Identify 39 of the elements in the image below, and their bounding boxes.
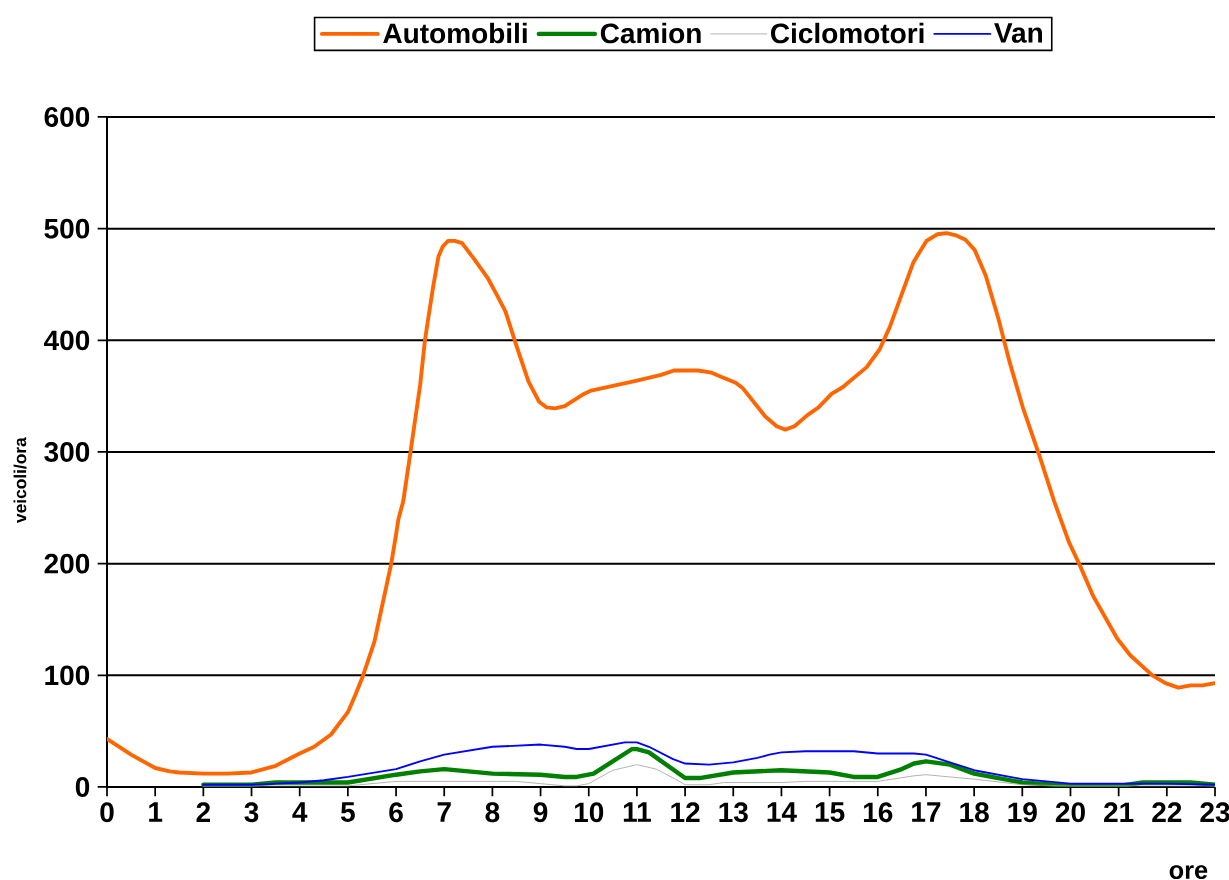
x-tick-label: 18 xyxy=(960,802,989,823)
x-tick-label: 2 xyxy=(196,802,211,822)
x-tick-label: 19 xyxy=(1008,802,1037,823)
y-tick-label: 0 xyxy=(75,777,90,797)
y-tick-label: 400 xyxy=(44,330,90,351)
y-tick-label: 500 xyxy=(44,218,90,239)
x-tick-label: 7 xyxy=(437,802,451,822)
x-tick-label: 4 xyxy=(292,802,308,822)
x-tick-label: 3 xyxy=(244,802,259,823)
y-tick-label: 300 xyxy=(44,442,90,462)
y-tick-label: 200 xyxy=(44,553,90,574)
x-tick-label: 13 xyxy=(719,802,748,823)
x-tick-label: 14 xyxy=(767,802,797,822)
x-tick-label: 16 xyxy=(863,802,893,823)
x-tick-label: 11 xyxy=(623,802,651,822)
x-tick-label: 20 xyxy=(1055,802,1085,823)
x-tick-label: 10 xyxy=(574,802,604,823)
legend-label: Camion xyxy=(600,22,701,44)
legend-label: Automobili xyxy=(383,22,527,44)
x-tick-label: 21 xyxy=(1104,802,1134,822)
legend-label: Ciclomotori xyxy=(771,22,924,44)
x-tick-label: 22 xyxy=(1152,802,1182,822)
x-tick-label: 8 xyxy=(485,802,500,823)
x-tick-label: 12 xyxy=(671,802,700,822)
x-tick-label: 5 xyxy=(340,802,355,822)
x-tick-label: 23 xyxy=(1200,802,1229,823)
line-series xyxy=(202,764,1215,787)
x-tick-label: 1 xyxy=(149,802,163,822)
y-axis-title: veicoli/ora xyxy=(13,437,27,523)
x-tick-label: 6 xyxy=(389,802,403,823)
line-series xyxy=(107,231,1215,776)
legend-label: Van xyxy=(994,23,1043,43)
y-tick-label: 600 xyxy=(44,107,90,127)
x-tick-label: 0 xyxy=(100,802,114,823)
y-tick-label: 100 xyxy=(45,665,90,686)
x-tick-label: 9 xyxy=(533,802,548,823)
x-tick-label: 17 xyxy=(912,802,941,822)
x-axis-title: ore xyxy=(1169,865,1208,880)
x-tick-label: 15 xyxy=(815,802,845,822)
